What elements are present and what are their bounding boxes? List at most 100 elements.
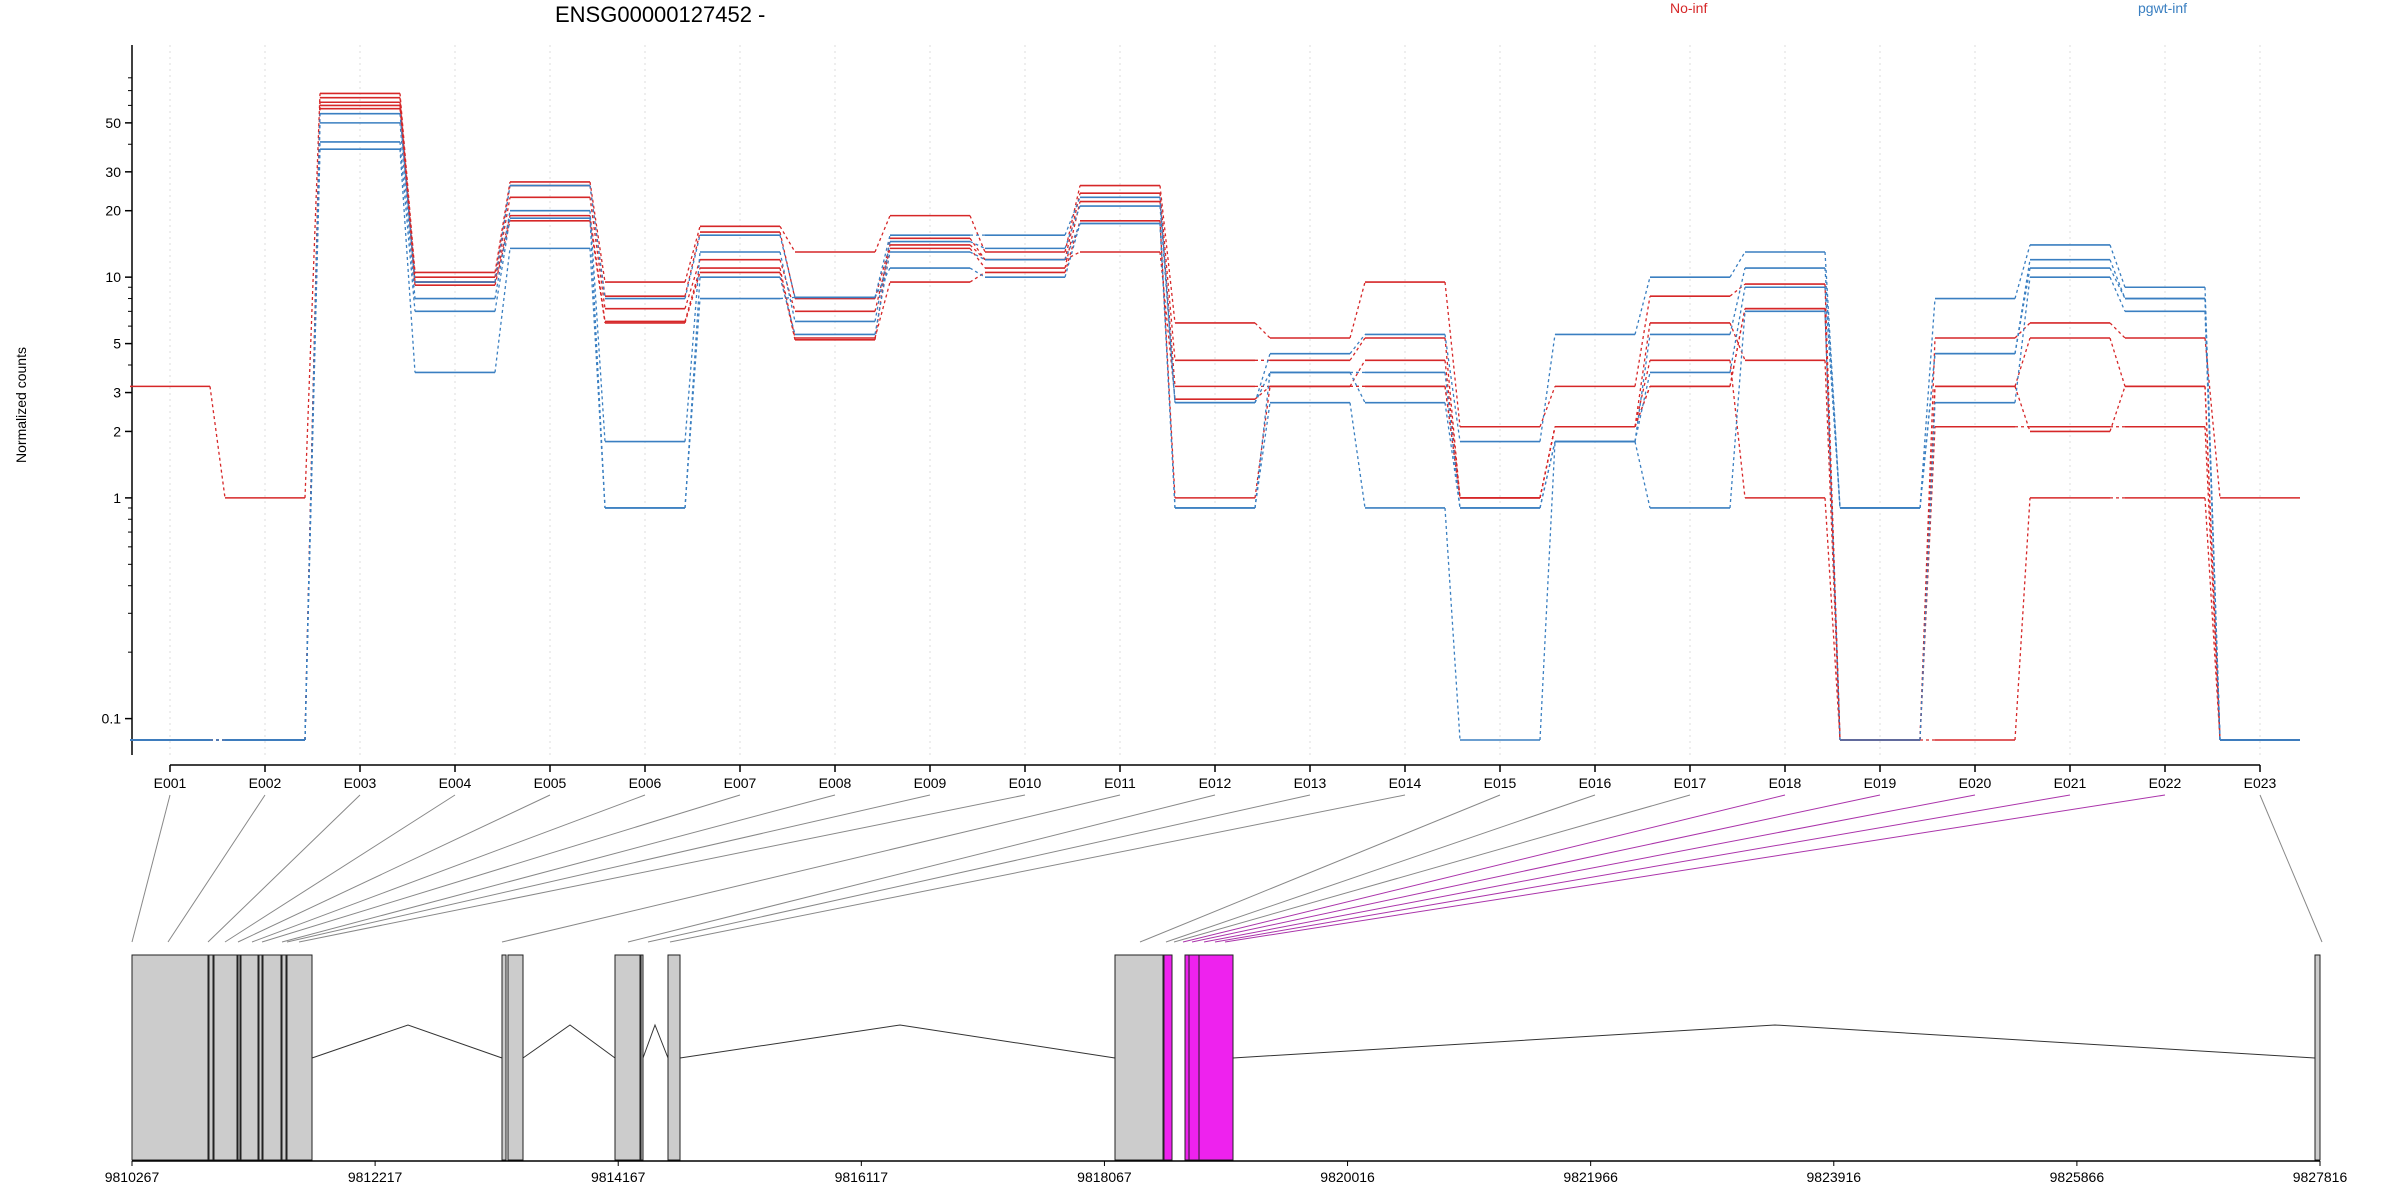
vertical-gridlines (169, 45, 2261, 755)
transition (1539, 441, 1556, 509)
transition (589, 210, 606, 442)
exon-connector (281, 794, 836, 943)
x-tick-label: E005 (534, 775, 567, 791)
transition (684, 298, 701, 509)
intron-line (642, 1023, 669, 1059)
genome-tick-label: 9820016 (1320, 1169, 1375, 1185)
transition (1729, 287, 1746, 373)
exon-connector (251, 794, 646, 943)
exon-block (507, 954, 524, 1161)
exon-connector (501, 794, 1121, 943)
transition (494, 185, 511, 283)
transition (1539, 386, 1556, 427)
transition (1064, 251, 1081, 261)
exon-block (667, 954, 681, 1161)
transition (1349, 359, 1366, 387)
transition (1729, 283, 1746, 297)
chart-title: ENSG00000127452 - (555, 2, 765, 27)
transition (1064, 223, 1081, 278)
transition (494, 210, 511, 299)
exon-block (614, 954, 641, 1161)
exon-block (240, 954, 259, 1161)
transition (874, 234, 891, 298)
x-tick-label: E016 (1579, 775, 1612, 791)
x-tick-label: E015 (1484, 775, 1517, 791)
exon-block (237, 954, 241, 1161)
series-line (130, 122, 2300, 741)
y-axis-label: Normalized counts (13, 347, 29, 463)
exon-block (501, 954, 507, 1161)
highlighted-exon-block (1188, 954, 1200, 1161)
transition (1064, 223, 1081, 260)
genome-tick-label: 9816117 (835, 1169, 889, 1185)
transition (1729, 251, 1746, 278)
transition (969, 271, 986, 283)
transition (1539, 441, 1556, 741)
transition (1919, 298, 1936, 509)
transition (2014, 244, 2031, 299)
genome-tick-label: 9827816 (2293, 1169, 2348, 1185)
transition (1349, 281, 1366, 339)
genome-tick-label: 9825866 (2050, 1169, 2105, 1185)
genome-tick-label: 9812217 (348, 1169, 403, 1185)
transition (779, 272, 796, 340)
transition (969, 251, 986, 261)
transition (1159, 220, 1176, 498)
highlighted-exon-block (1198, 954, 1234, 1161)
transition (1064, 205, 1081, 249)
transition (1824, 287, 1841, 509)
legend-label-pgwt-inf: pgwt-inf (2138, 0, 2187, 16)
transition (1254, 402, 1271, 509)
exon-connector-lines (131, 794, 2323, 943)
transition (1824, 251, 1841, 509)
transition (969, 247, 986, 269)
transition (2014, 259, 2031, 354)
transition (684, 234, 701, 299)
exon-block (1114, 954, 1164, 1161)
x-tick-label: E001 (154, 775, 187, 791)
highlighted-exon-block (1184, 954, 1190, 1161)
transition (779, 276, 796, 335)
y-tick-label: 50 (105, 115, 121, 131)
x-tick-label: E021 (2054, 775, 2087, 791)
exon-connector (1173, 794, 1691, 943)
y-tick-label: 5 (113, 336, 121, 352)
transition (969, 215, 986, 253)
transition (1919, 353, 1936, 509)
exon-connector (647, 794, 1311, 943)
transition (779, 234, 796, 298)
transition (2014, 337, 2031, 387)
exon-block (286, 954, 313, 1161)
intron-line (522, 1024, 616, 1059)
exon-connector (286, 794, 931, 943)
transition (1729, 322, 1746, 361)
transition (684, 277, 701, 509)
transition (399, 122, 416, 299)
intron-line (679, 1024, 1116, 1059)
x-tick-label: E013 (1294, 775, 1327, 791)
transition (1729, 308, 1746, 387)
exon-connector (261, 794, 741, 943)
transition (1159, 193, 1176, 361)
transition (1254, 353, 1271, 403)
transition (209, 386, 226, 498)
transition (589, 185, 606, 299)
transition (399, 141, 416, 312)
transition (589, 197, 606, 309)
exon-connector (131, 794, 171, 943)
transition (1634, 276, 1651, 335)
transition (2109, 276, 2126, 312)
exon-connector (224, 794, 456, 943)
exon-connector (167, 794, 266, 943)
exon-connector (627, 794, 1216, 943)
transition (2204, 426, 2221, 741)
transition (969, 267, 986, 278)
legend-label-no-inf: No-inf (1670, 0, 1707, 16)
transition (1729, 267, 1746, 335)
transition (1444, 334, 1461, 442)
transition (304, 105, 321, 741)
transition (1159, 197, 1176, 403)
exon-connector (298, 794, 1026, 943)
x-tick-label: E012 (1199, 775, 1232, 791)
x-tick-label: E018 (1769, 775, 1802, 791)
